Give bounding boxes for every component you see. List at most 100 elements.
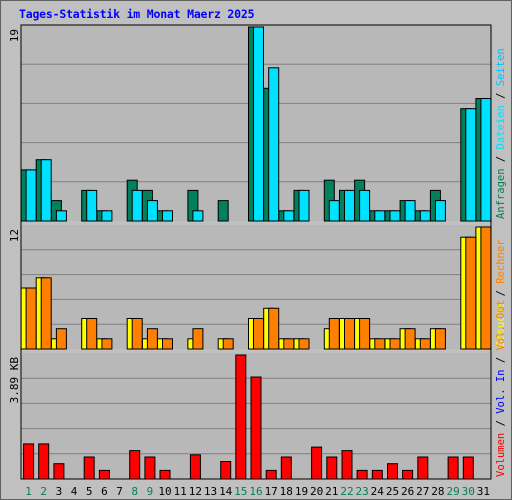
bar-requests-dateien bbox=[374, 210, 386, 222]
plot-border bbox=[20, 24, 492, 480]
bar-kbytes-volumen bbox=[250, 376, 262, 480]
bar-kbytes-volumen bbox=[53, 463, 65, 480]
x-tick-label-day-17: 17 bbox=[265, 485, 278, 498]
bar-requests-dateien bbox=[328, 200, 340, 222]
x-tick-label-day-30: 30 bbox=[462, 485, 475, 498]
legend-entry-besuche: Besuche bbox=[495, 303, 507, 347]
x-tick-label-day-11: 11 bbox=[174, 485, 187, 498]
bar-kbytes-volumen bbox=[387, 463, 398, 480]
legend-separator: / bbox=[495, 414, 507, 433]
y-max-label-requests: 19 bbox=[8, 29, 21, 42]
bar-requests-dateien bbox=[419, 210, 431, 222]
bar-kbytes-volumen bbox=[280, 456, 292, 480]
legend-entry-rechner: Rechner bbox=[495, 240, 507, 284]
bar-kbytes-volumen bbox=[311, 446, 323, 480]
bar-requests-dateien bbox=[359, 189, 371, 222]
x-tick-label-day-21: 21 bbox=[325, 485, 338, 498]
chart-title: Tages-Statistik im Monat Maerz 2025 bbox=[19, 7, 255, 21]
bar-requests-dateien bbox=[86, 189, 98, 222]
bar-requests-dateien bbox=[465, 108, 477, 222]
x-tick-label-day-31: 31 bbox=[477, 485, 490, 498]
x-tick-label-day-22: 22 bbox=[340, 485, 353, 498]
legend-requests: Anfragen / Dateien / Seiten bbox=[495, 48, 507, 219]
x-tick-label-day-18: 18 bbox=[280, 485, 293, 498]
bar-visits-rechner bbox=[344, 318, 355, 350]
bar-visits-rechner bbox=[389, 338, 401, 350]
bar-requests-dateien bbox=[480, 98, 492, 222]
bar-visits-rechner bbox=[434, 328, 446, 350]
bar-kbytes-volumen bbox=[23, 443, 35, 480]
x-tick-label-day-28: 28 bbox=[431, 485, 444, 498]
bar-visits-rechner bbox=[283, 338, 295, 350]
bar-kbytes-volumen bbox=[129, 450, 141, 480]
bar-visits-rechner bbox=[268, 307, 280, 350]
bar-visits-rechner bbox=[192, 328, 204, 350]
bar-requests-dateien bbox=[101, 210, 113, 222]
bar-visits-rechner bbox=[86, 318, 98, 350]
bar-visits-rechner bbox=[298, 338, 310, 350]
x-tick-label-day-20: 20 bbox=[310, 485, 323, 498]
legend-separator: / bbox=[495, 149, 507, 168]
bar-visits-rechner bbox=[162, 338, 173, 350]
legend-separator: / bbox=[495, 284, 507, 303]
bar-requests-dateien bbox=[146, 200, 158, 222]
x-tick-label-day-4: 4 bbox=[71, 485, 78, 498]
bar-kbytes-volumen bbox=[220, 461, 232, 480]
legend-kbytes: Volumen / Vol. In / Vol. Out bbox=[495, 300, 507, 477]
bar-kbytes-volumen bbox=[447, 456, 459, 480]
bar-visits-rechner bbox=[359, 318, 371, 350]
bar-requests-dateien bbox=[434, 200, 446, 222]
legend-entry-vol-in: Vol. In bbox=[495, 370, 507, 414]
bar-kbytes-volumen bbox=[417, 456, 429, 480]
bar-requests-dateien bbox=[131, 189, 143, 222]
bar-kbytes-volumen bbox=[235, 354, 247, 480]
bar-visits-rechner bbox=[404, 328, 416, 350]
bar-visits-rechner bbox=[55, 328, 67, 350]
bar-visits-rechner bbox=[146, 328, 158, 350]
x-tick-label-day-26: 26 bbox=[401, 485, 414, 498]
bar-requests-dateien bbox=[253, 26, 264, 222]
bar-requests-dateien bbox=[25, 169, 37, 222]
bar-visits-rechner bbox=[40, 277, 52, 350]
y-max-label-kbytes: 3.89 KB bbox=[8, 357, 21, 404]
bar-visits-rechner bbox=[131, 318, 143, 350]
x-tick-label-day-19: 19 bbox=[295, 485, 308, 498]
bar-requests-dateien bbox=[389, 210, 401, 222]
x-tick-label-day-14: 14 bbox=[219, 485, 233, 498]
x-tick-label-day-15: 15 bbox=[234, 485, 247, 498]
bar-requests-dateien bbox=[192, 210, 204, 222]
x-tick-label-day-12: 12 bbox=[189, 485, 202, 498]
bar-requests-dateien bbox=[162, 210, 173, 222]
bar-kbytes-volumen bbox=[159, 469, 171, 480]
bar-kbytes-volumen bbox=[371, 469, 383, 480]
bar-visits-rechner bbox=[222, 338, 234, 350]
x-tick-label-day-1: 1 bbox=[25, 485, 32, 498]
x-tick-label-day-5: 5 bbox=[86, 485, 93, 498]
x-tick-label-day-29: 29 bbox=[446, 485, 459, 498]
x-tick-label-day-13: 13 bbox=[204, 485, 217, 498]
legend-entry-vol-out: Vol. Out bbox=[495, 300, 507, 351]
x-tick-label-day-2: 2 bbox=[40, 485, 47, 498]
legend-entry-anfragen: Anfragen bbox=[495, 168, 507, 219]
x-tick-label-day-7: 7 bbox=[116, 485, 123, 498]
x-tick-label-day-6: 6 bbox=[101, 485, 108, 498]
bar-requests-dateien bbox=[298, 189, 310, 222]
bar-visits-rechner bbox=[374, 338, 386, 350]
bar-requests-dateien bbox=[268, 67, 280, 222]
x-tick-label-day-16: 16 bbox=[249, 485, 262, 498]
bar-kbytes-volumen bbox=[144, 456, 156, 480]
bar-requests-anfragen bbox=[217, 200, 229, 222]
bar-visits-rechner bbox=[328, 318, 340, 350]
bar-requests-dateien bbox=[344, 189, 355, 222]
bar-visits-rechner bbox=[253, 318, 264, 350]
bar-visits-rechner bbox=[101, 338, 113, 350]
x-tick-label-day-3: 3 bbox=[56, 485, 63, 498]
bar-requests-dateien bbox=[283, 210, 295, 222]
bar-kbytes-volumen bbox=[356, 469, 368, 480]
bar-kbytes-volumen bbox=[326, 456, 338, 480]
x-tick-label-day-24: 24 bbox=[371, 485, 385, 498]
bar-requests-dateien bbox=[40, 159, 52, 222]
bar-kbytes-volumen bbox=[341, 450, 353, 480]
